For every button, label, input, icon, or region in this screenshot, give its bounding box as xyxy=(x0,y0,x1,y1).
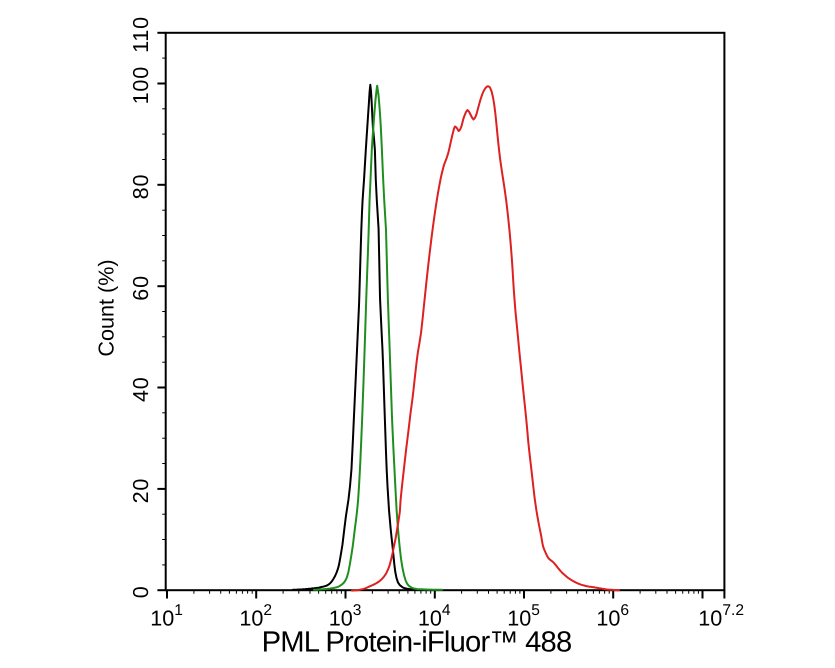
svg-text:0: 0 xyxy=(128,585,153,598)
svg-text:100: 100 xyxy=(128,66,153,104)
svg-text:Count (%): Count (%) xyxy=(94,259,119,356)
svg-text:40: 40 xyxy=(128,376,153,402)
svg-text:110: 110 xyxy=(128,16,153,53)
svg-text:60: 60 xyxy=(128,275,153,301)
svg-text:80: 80 xyxy=(128,174,153,200)
svg-text:PML Protein-iFluor™ 488: PML Protein-iFluor™ 488 xyxy=(262,627,572,659)
svg-text:20: 20 xyxy=(128,478,153,504)
svg-text:106: 106 xyxy=(596,602,629,631)
